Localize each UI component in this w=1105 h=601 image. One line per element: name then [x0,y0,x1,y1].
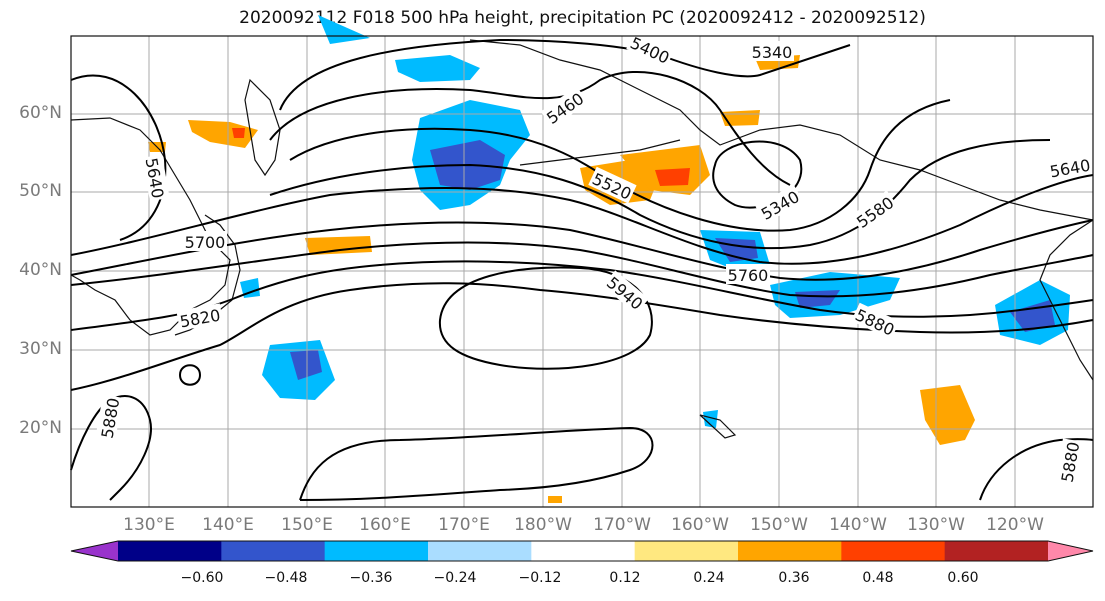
colorbar-outline [70,540,1094,562]
contour-label-bg-9 [726,264,770,284]
lon-label-120w: 120°W [986,515,1044,535]
contour-label-bg-14 [1055,438,1083,486]
map-border [70,35,1094,508]
lon-label-170e: 170°E [438,515,490,535]
precip-blue-california-core [1010,300,1055,332]
contour-label-bg-8 [183,231,227,251]
contour-label-bg-7 [142,154,170,202]
colorbar-swatch-6 [634,541,739,561]
colorbar-tick-0.36: 0.36 [778,570,810,586]
contour-5940 [438,266,653,370]
lon-label-170w: 170°W [593,515,651,535]
contour-label-8: 5700 [185,233,226,252]
precip-orange-hawaii-east [920,385,975,445]
contour-label-bg-3 [588,166,637,204]
map-title: 2020092112 F018 500 hPa height, precipit… [239,8,926,28]
colorbar-swatch-9 [944,541,1049,561]
contour-label-bg-6 [1046,153,1094,181]
colorbar [70,540,1094,562]
coastline-kamchatka [244,78,281,177]
contour-label-bg-11 [851,302,900,340]
colorbar-extend-min [71,541,118,561]
coastline-east-asia [70,117,231,336]
contour-5460 [269,71,791,186]
colorbar-tick-0.48: 0.48 [862,570,894,586]
lon-label-140w: 140°W [829,515,887,535]
precip-orange-kamchatka [188,120,258,148]
colorbar-swatch-8 [841,541,946,561]
contour-label-bg-12 [602,270,649,315]
lat-label-30: 30°N [19,339,62,359]
colorbar-extend-max [1048,541,1093,561]
contour-5820 [70,260,1094,331]
contour-5880-southeast [979,438,1094,501]
contour-5640 [70,174,1094,265]
precip-blue-east-pacific-core [795,290,840,308]
contour-label-bg-4 [755,184,804,224]
precip-blue-bering [395,55,480,82]
lat-label-40: 40°N [19,260,62,280]
lon-label-150e: 150°E [281,515,333,535]
colorbar-tick--0.12: −0.12 [518,570,562,586]
contour-5520 [289,99,951,232]
colorbar-swatch-3 [324,541,429,561]
contour-label-bg-5 [850,190,899,232]
precip-red-alaska [655,168,690,186]
colorbar-tick-0.60: 0.60 [947,570,979,586]
coastlines [70,39,1094,439]
lat-label-20: 20°N [19,418,62,438]
contour-label-bg-2 [540,86,589,128]
precip-orange-west [305,236,372,255]
coastline-aleutians [519,139,681,166]
lon-label-130e: 130°E [123,515,175,535]
precip-blue-west-pacific-core [290,350,322,380]
contour-label-0: 5340 [752,43,793,62]
graticule [71,36,1093,507]
colorbar-tick--0.60: −0.60 [180,570,224,586]
contour-5880-main [70,282,1094,391]
contour-5760 [70,241,1094,298]
lon-label-140e: 140°E [202,515,254,535]
colorbar-swatch-5 [531,541,636,561]
contour-label-9: 5760 [728,266,769,285]
lon-label-180w: 180°W [514,515,572,535]
precip-blue-small-2 [318,15,370,44]
coastline-hawaii [699,414,737,439]
colorbar-swatch-1 [118,541,222,561]
contour-5880-west [70,395,152,501]
colorbar-swatch-2 [221,541,326,561]
contour-5700 [70,219,1094,281]
colorbar-tick--0.36: −0.36 [349,570,393,586]
lon-label-160e: 160°E [359,515,411,535]
colorbar-tick--0.24: −0.24 [433,570,477,586]
coastline-north-america [1039,219,1094,381]
contour-5580 [269,139,1051,250]
colorbar-tick--0.48: −0.48 [264,570,308,586]
lat-label-60: 60°N [19,103,62,123]
precip-orange-small-4 [548,496,562,503]
height-contours [70,38,1094,501]
lon-label-150w: 150°W [750,515,808,535]
contour-label-bg-0 [750,41,794,61]
contour-5880-south [299,426,654,501]
lat-label-50: 50°N [19,181,62,201]
lon-label-130w: 130°W [907,515,965,535]
colorbar-swatch-7 [738,541,842,561]
contour-5640-west [70,74,167,241]
colorbar-tick-0.24: 0.24 [693,570,725,586]
precip-blue-small-3 [703,410,718,428]
coastline-alaska [469,39,1094,221]
contour-label-bg-1 [626,30,675,68]
contour-5880-small [178,364,202,386]
precip-blue-small-1 [240,278,260,298]
contour-label-bg-10 [176,303,224,331]
precip-red-kamchatka [232,128,245,138]
lon-label-160w: 160°W [671,515,729,535]
contour-5400 [279,38,851,111]
contour-label-bg-13 [95,394,123,442]
colorbar-tick-0.12: 0.12 [609,570,641,586]
colorbar-swatch-4 [428,541,532,561]
